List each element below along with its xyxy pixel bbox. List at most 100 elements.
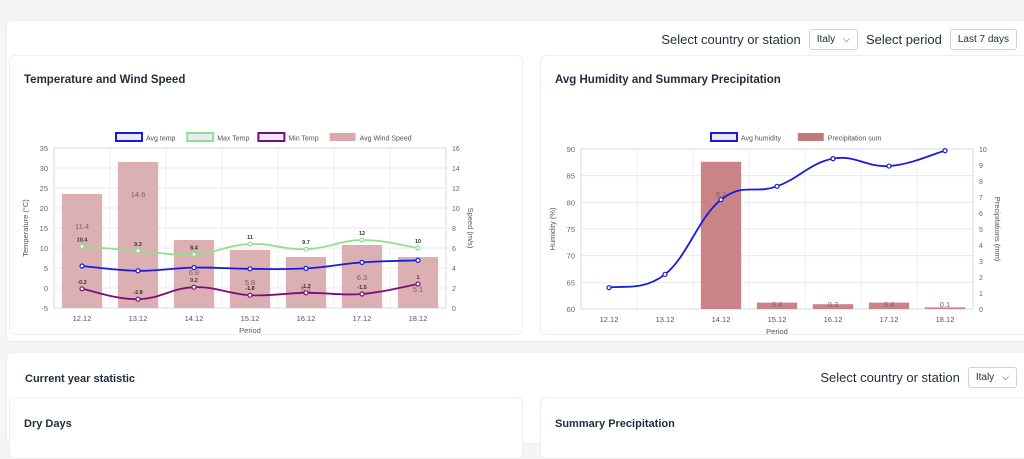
- y2-axis-label: Speed (m/s): [466, 208, 475, 249]
- humidity-precip-title: Avg Humidity and Summary Precipitation: [555, 74, 781, 86]
- y2-tick-label: 12: [452, 186, 460, 193]
- legend-label: Max Temp: [217, 136, 249, 143]
- bar-data-label: 5.8: [245, 278, 255, 287]
- y2-tick-label: 3: [979, 259, 983, 266]
- y2-tick-label: 4: [979, 243, 983, 250]
- bar-data-label: 6.3: [357, 273, 367, 282]
- y2-tick-label: 10: [979, 147, 987, 154]
- series-point: [415, 257, 421, 263]
- bar-data-label: 5.1: [301, 285, 311, 294]
- bar-data-label: 9.2: [716, 190, 726, 199]
- x-tick-label: 12.12: [600, 315, 619, 324]
- bar: [700, 161, 742, 309]
- bottom-country-label: Select country or station: [820, 370, 960, 385]
- bottom-country-select[interactable]: Italy ⌵: [967, 367, 1017, 388]
- y-tick-label: 10: [40, 244, 48, 253]
- bar-data-label: 6.8: [189, 268, 199, 277]
- series-point: [415, 281, 421, 287]
- bottom-country-value: Italy: [975, 372, 995, 383]
- y2-tick-label: 0: [452, 306, 456, 313]
- series-point: [135, 248, 141, 254]
- country-select-value: Italy: [816, 34, 836, 45]
- bar-data-label: 0.3: [828, 300, 838, 309]
- series-point: [191, 265, 197, 271]
- y2-tick-label: 8: [452, 226, 456, 233]
- x-tick-label: 18.12: [409, 314, 428, 323]
- y2-tick-label: 14: [452, 166, 460, 173]
- chevron-down-icon: ⌵: [1002, 372, 1009, 382]
- y-tick-label: 60: [567, 305, 575, 314]
- dry-days-title: Dry Days: [24, 418, 72, 430]
- y-tick-label: 75: [567, 225, 575, 234]
- y2-tick-label: 9: [979, 163, 983, 170]
- series-point: [247, 241, 253, 247]
- bar: [341, 245, 383, 308]
- series-point: [135, 296, 141, 302]
- y2-tick-label: 8: [979, 179, 983, 186]
- y2-tick-label: 6: [979, 211, 983, 218]
- period-select[interactable]: Last 7 days: [949, 29, 1017, 50]
- legend-swatch: [329, 133, 356, 141]
- series-point: [830, 155, 836, 162]
- country-label: Select country or station: [661, 32, 801, 47]
- x-tick-label: 14.12: [712, 315, 731, 324]
- period-label: Select period: [865, 32, 942, 47]
- y-tick-label: 5: [44, 264, 48, 273]
- bar: [756, 302, 798, 309]
- line-data-label: 12: [359, 231, 365, 237]
- country-select[interactable]: Italy ⌵: [808, 29, 858, 50]
- series-point: [718, 197, 724, 203]
- line-data-label: 10: [415, 239, 421, 245]
- series-point: [359, 237, 365, 243]
- series-point: [606, 285, 612, 291]
- x-tick-label: 17.12: [880, 315, 899, 324]
- y2-tick-label: 1: [979, 291, 983, 298]
- series-point: [359, 291, 365, 297]
- temp-wind-title: Temperature and Wind Speed: [24, 74, 186, 86]
- x-tick-label: 17.12: [353, 314, 372, 323]
- y-tick-label: 85: [567, 172, 575, 181]
- line-data-label: 0.2: [190, 278, 198, 284]
- series-point: [247, 266, 253, 272]
- legend-label: Avg humidity: [741, 136, 781, 143]
- y2-tick-label: 16: [452, 146, 460, 153]
- bar-data-label: 14.6: [131, 190, 146, 199]
- x-axis-label: Period: [766, 327, 788, 334]
- line-data-label: 9.7: [302, 240, 310, 246]
- series-point: [79, 263, 85, 269]
- y-tick-label: 20: [40, 204, 48, 213]
- period-select-value: Last 7 days: [957, 34, 1009, 45]
- x-tick-label: 18.12: [936, 315, 955, 324]
- y2-axis-label: Precipitations (mm): [993, 197, 1002, 262]
- line-data-label: -2.8: [133, 290, 142, 296]
- line-data-label: 9.3: [134, 242, 142, 248]
- y2-tick-label: 2: [979, 275, 983, 282]
- y-tick-label: 65: [567, 278, 575, 287]
- legend-label: Avg Wind Speed: [360, 136, 412, 143]
- temp-wind-chart: -5 0 5 10 15 20 25 30 35 0 2 4 6 8 10 12 14 16 12.12 13.12 1…: [21, 132, 475, 334]
- y-tick-label: 70: [567, 252, 575, 261]
- series-point: [247, 292, 253, 298]
- top-panel: Select country or station Italy ⌵ Select…: [6, 20, 1024, 342]
- series-line: [608, 149, 946, 289]
- line-data-label: 1: [416, 275, 419, 281]
- series-point: [79, 243, 85, 249]
- filter-row: Select country or station Italy ⌵ Select…: [661, 29, 1017, 50]
- series-point: [79, 286, 85, 292]
- series-point: [303, 246, 309, 252]
- y-tick-label: 0: [44, 284, 48, 293]
- series-point: [191, 251, 197, 257]
- y2-tick-label: 5: [979, 227, 983, 234]
- series-point: [942, 147, 948, 154]
- bar: [812, 304, 854, 309]
- bar: [924, 307, 966, 309]
- legend-swatch: [257, 132, 286, 142]
- legend-label: Min Temp: [288, 136, 318, 143]
- series-point: [415, 245, 421, 251]
- current-year-title: Current year statistic: [25, 373, 136, 385]
- x-tick-label: 15.12: [241, 314, 260, 323]
- bar: [285, 257, 327, 308]
- bottom-panel: Current year statistic Select country or…: [6, 352, 1024, 459]
- legend-swatch: [797, 133, 824, 141]
- legend-label: Precipitation sum: [828, 136, 882, 143]
